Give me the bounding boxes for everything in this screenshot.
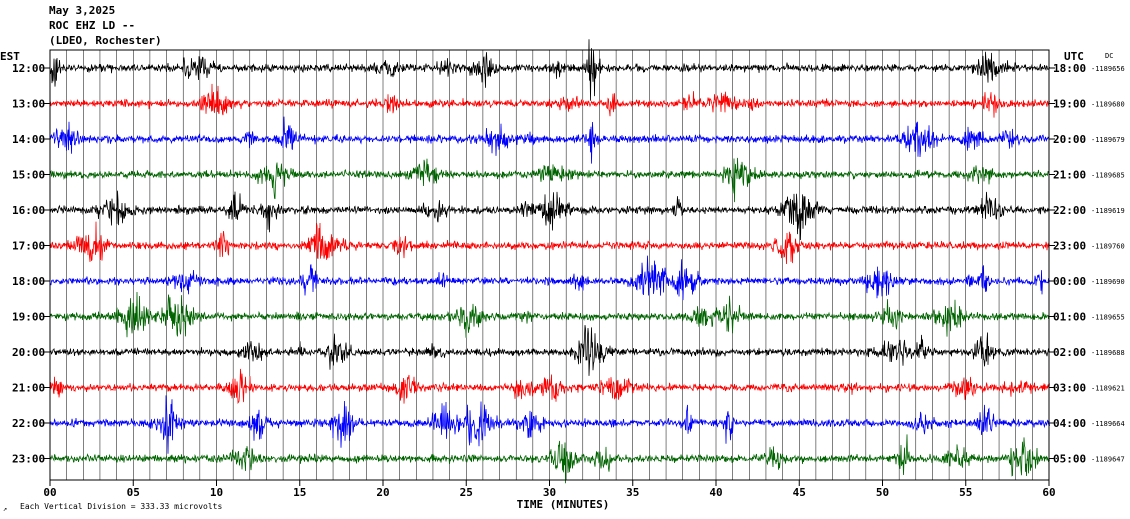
row-label-utc: 20:00 [1053,133,1086,146]
row-label-utc: 21:00 [1053,169,1086,182]
x-tick-label: 55 [959,486,972,499]
x-tick-label: 35 [626,486,639,499]
station-label: ROC EHZ LD -- [49,19,136,32]
row-label-est: 14:00 [12,133,45,146]
footer-scale-note: Each Vertical Division = 333.33 microvol… [20,502,222,511]
trace-line [49,255,1050,301]
row-dc-offset: -1189647 [1091,456,1125,464]
row-label-est: 15:00 [12,169,45,182]
x-tick-label: 20 [376,486,389,499]
row-label-utc: 22:00 [1053,204,1086,217]
row-label-est: 13:00 [12,98,45,111]
row-dc-offset: -1189680 [1091,101,1125,109]
trace-line [49,116,1050,164]
network-label: (LDEO, Rochester) [49,34,162,47]
row-label-est: 21:00 [12,382,45,395]
trace-line [49,157,1050,203]
trace-line [49,368,1050,404]
x-tick-label: 50 [876,486,889,499]
trace-line [49,291,1050,338]
trace-line [49,190,1050,241]
row-dc-offset: -1189679 [1091,136,1125,144]
x-tick-label: 30 [543,486,556,499]
dc-label: DC [1105,52,1113,60]
row-dc-offset: -1189621 [1091,385,1125,393]
x-tick-label: 15 [293,486,306,499]
seismic-traces [49,39,1050,484]
row-dc-offset: -1189690 [1091,278,1125,286]
row-dc-offset: -1189688 [1091,349,1125,357]
row-dc-offset: -1189619 [1091,207,1125,215]
row-labels: 12:00 18:00 -1189656 13:00 19:00 -1189680 14:0… [12,62,1125,466]
trace-line [49,325,1050,376]
row-dc-offset: -1189656 [1091,65,1125,73]
axes-glyph-icon: ↗ [3,505,7,513]
x-tick-label: 00 [43,486,56,499]
trace-line [49,83,1050,118]
row-dc-offset: -1189655 [1091,314,1125,322]
row-label-utc: 04:00 [1053,417,1086,430]
x-tick-label: 10 [210,486,223,499]
row-label-utc: 19:00 [1053,98,1086,111]
x-tick-label: 25 [460,486,473,499]
row-label-utc: 00:00 [1053,275,1086,288]
x-tick-label: 60 [1042,486,1055,499]
row-dc-offset: -1189685 [1091,172,1125,180]
row-label-utc: 23:00 [1053,240,1086,253]
row-label-utc: 02:00 [1053,346,1086,359]
trace-line [49,221,1050,265]
row-dc-offset: -1189664 [1091,420,1125,428]
trace-line [49,434,1050,484]
row-label-est: 22:00 [12,417,45,430]
row-label-est: 16:00 [12,204,45,217]
row-label-est: 19:00 [12,311,45,324]
row-label-est: 12:00 [12,62,45,75]
row-label-utc: 18:00 [1053,62,1086,75]
trace-line [49,395,1050,454]
x-tick-label: 05 [127,486,140,499]
x-tick-label: 45 [793,486,806,499]
row-label-utc: 05:00 [1053,453,1086,466]
x-tick-label: 40 [709,486,722,499]
x-axis-ticks: 00 05 10 15 20 25 30 35 40 45 50 55 60 [43,480,1056,499]
utc-zone-label: UTC [1064,50,1084,63]
row-label-est: 17:00 [12,240,45,253]
x-axis-title: TIME (MINUTES) [517,498,610,511]
trace-line [49,39,1050,101]
est-zone-label: EST [0,50,20,63]
date-label: May 3,2025 [49,4,116,17]
row-label-est: 23:00 [12,453,45,466]
row-dc-offset: -1189760 [1091,243,1125,251]
row-label-est: 20:00 [12,346,45,359]
time-grid [66,50,1033,480]
row-label-utc: 03:00 [1053,382,1086,395]
row-label-utc: 01:00 [1053,311,1086,324]
row-label-est: 18:00 [12,275,45,288]
